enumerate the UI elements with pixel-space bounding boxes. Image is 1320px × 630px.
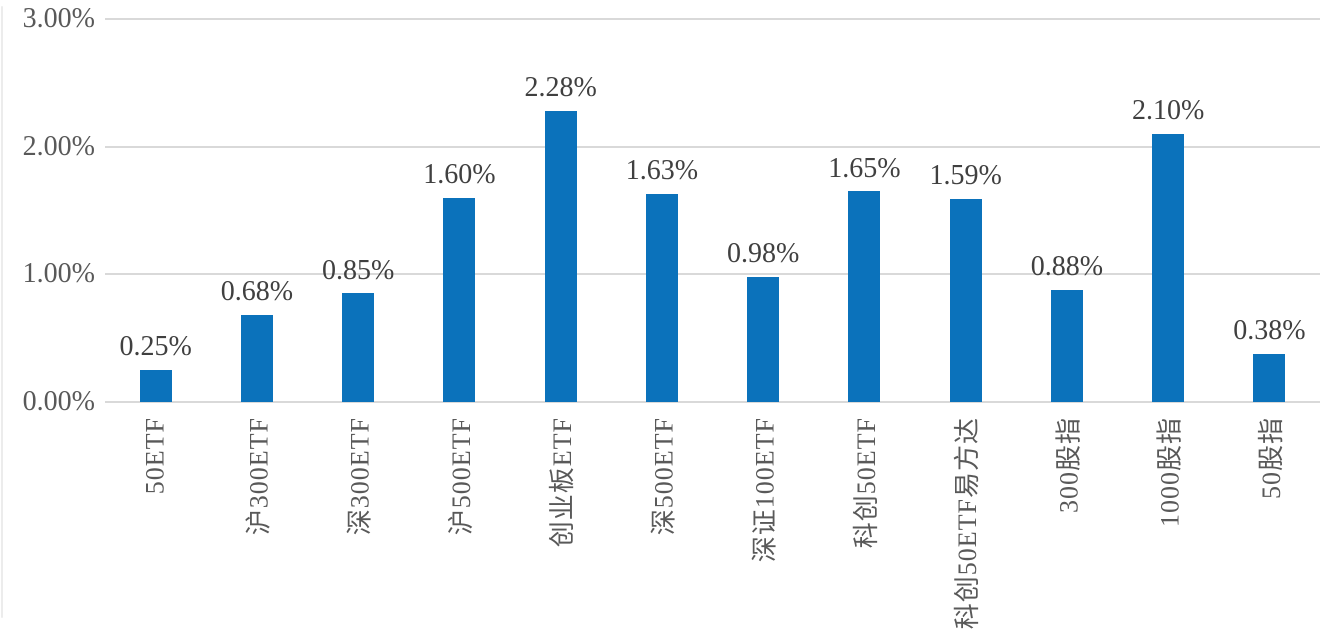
x-category-label: 科创50ETF — [851, 417, 881, 549]
x-category-label: 创业板ETF — [548, 417, 578, 548]
bar-group: 1.63% — [611, 19, 712, 402]
x-category-label: 沪500ETF — [446, 417, 476, 536]
x-category-label: 科创50ETF易方达 — [953, 417, 983, 630]
bar-group: 0.38% — [1219, 19, 1320, 402]
bar-value-label: 0.85% — [321, 254, 395, 286]
x-category-label: 沪300ETF — [244, 417, 274, 536]
bar-group: 0.88% — [1016, 19, 1117, 402]
x-category-cell: 50ETF — [105, 417, 206, 622]
bar-value-label: 0.25% — [119, 331, 192, 363]
bar-value-label: 0.98% — [726, 238, 800, 270]
bar — [544, 110, 577, 402]
gridline — [105, 18, 1320, 20]
x-category-cell: 50股指 — [1219, 417, 1320, 622]
x-category-cell: 科创50ETF — [814, 417, 915, 622]
bar-group: 2.10% — [1118, 19, 1219, 402]
bar — [645, 193, 678, 402]
bar-group: 0.68% — [206, 19, 307, 402]
y-axis: 3.00% 2.00% 1.00% 0.00% — [0, 3, 95, 417]
x-category-label: 1000股指 — [1155, 417, 1185, 528]
x-category-cell: 深500ETF — [611, 417, 712, 622]
x-category-label: 深500ETF — [649, 417, 679, 536]
x-category-cell: 科创50ETF易方达 — [915, 417, 1016, 629]
bar-value-label: 0.68% — [220, 276, 294, 308]
bar-group: 1.59% — [915, 19, 1016, 402]
x-category-cell: 沪300ETF — [206, 417, 307, 622]
y-axis-tick-label: 1.00% — [22, 258, 95, 290]
bars-row: 0.25% 0.68% 0.85% 1.60% 2.28% 1.63% 0.98… — [105, 19, 1320, 402]
bar-value-label: 1.65% — [828, 152, 901, 184]
x-axis: 50ETF 沪300ETF 深300ETF 沪500ETF 创业板ETF 深50… — [105, 417, 1320, 629]
x-category-label: 深300ETF — [345, 417, 375, 536]
bar-value-label: 0.88% — [1030, 250, 1104, 282]
bar-value-label: 1.60% — [423, 158, 496, 190]
x-category-cell: 创业板ETF — [510, 417, 611, 622]
x-category-cell: 深证100ETF — [713, 417, 814, 622]
bar-group: 2.28% — [510, 19, 611, 402]
bar — [443, 197, 476, 402]
x-category-cell: 深300ETF — [308, 417, 409, 622]
x-category-cell: 300股指 — [1016, 417, 1117, 622]
y-axis-tick-label: 3.00% — [22, 2, 95, 34]
bar — [1050, 289, 1083, 402]
y-axis-tick-label: 0.00% — [22, 385, 95, 417]
y-axis-tick-label: 2.00% — [22, 130, 95, 162]
bar-value-label: 1.63% — [625, 155, 699, 187]
bar-group: 1.60% — [409, 19, 510, 402]
x-category-label: 深证100ETF — [750, 417, 780, 563]
gridline — [105, 401, 1320, 403]
bar — [848, 191, 881, 402]
x-category-label: 50ETF — [140, 417, 170, 495]
x-category-cell: 1000股指 — [1118, 417, 1219, 622]
bar — [1152, 133, 1185, 402]
bar — [747, 276, 780, 402]
bar-group: 1.65% — [814, 19, 915, 402]
bar-value-label: 0.38% — [1233, 314, 1306, 346]
bar — [139, 370, 172, 402]
plot-area: 0.25% 0.68% 0.85% 1.60% 2.28% 1.63% 0.98… — [105, 18, 1320, 403]
bar-group: 0.25% — [105, 19, 206, 402]
x-category-label: 50股指 — [1256, 417, 1286, 500]
bar — [949, 199, 982, 402]
bar-value-label: 2.10% — [1131, 95, 1205, 127]
card-left-edge — [1, 6, 3, 618]
bar-group: 0.85% — [308, 19, 409, 402]
bar-value-label: 2.28% — [524, 72, 597, 104]
bar — [1253, 353, 1286, 402]
gridline — [105, 145, 1320, 148]
bar-value-label: 1.59% — [929, 160, 1002, 192]
bar — [240, 315, 273, 402]
bar — [342, 293, 375, 402]
gridline — [105, 273, 1320, 276]
bar-group: 0.98% — [713, 19, 814, 402]
x-category-cell: 沪500ETF — [409, 417, 510, 622]
x-category-label: 300股指 — [1054, 417, 1084, 514]
